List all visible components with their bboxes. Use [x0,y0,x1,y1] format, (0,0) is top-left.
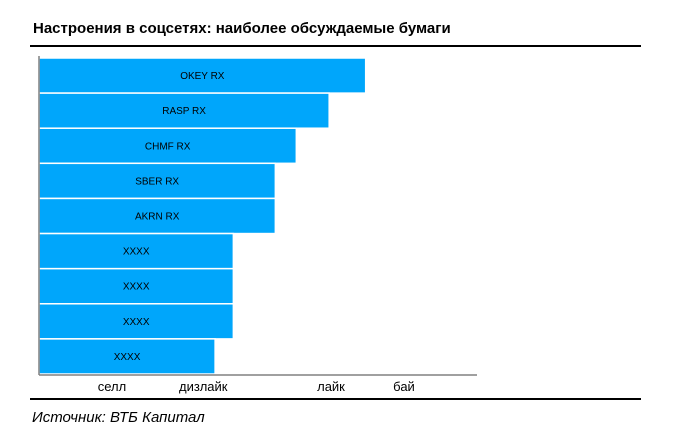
bar-label-6: XXXX [123,247,150,258]
bar-label-9: XXXX [114,352,141,363]
source-note: Источник: ВТБ Капитал [32,409,205,426]
x-tick-label-1: селл [98,379,126,394]
bar-label-8: XXXX [123,317,150,328]
x-tick-label-3: лайк [317,379,345,394]
bar-6 [38,232,235,270]
bar-7 [38,267,235,305]
bar-label-4: SBER RX [135,176,179,187]
bar-label-2: RASP RX [162,106,206,117]
bar-label-7: XXXX [123,282,150,293]
chart-title: Настроения в соцсетях: наиболее обсуждае… [33,20,451,37]
bar-9 [38,338,216,375]
bar-2 [38,92,330,129]
bar-label-3: CHMF RX [145,141,191,152]
bar-label-5: AKRN RX [135,212,180,223]
bottom-divider [30,398,641,400]
x-tick-label-4: бай [393,379,415,394]
bar-label-1: OKEY RX [180,71,225,82]
x-tick-label-2: дизлайк [179,379,228,394]
top-divider [30,45,641,47]
bar-5 [38,197,277,235]
